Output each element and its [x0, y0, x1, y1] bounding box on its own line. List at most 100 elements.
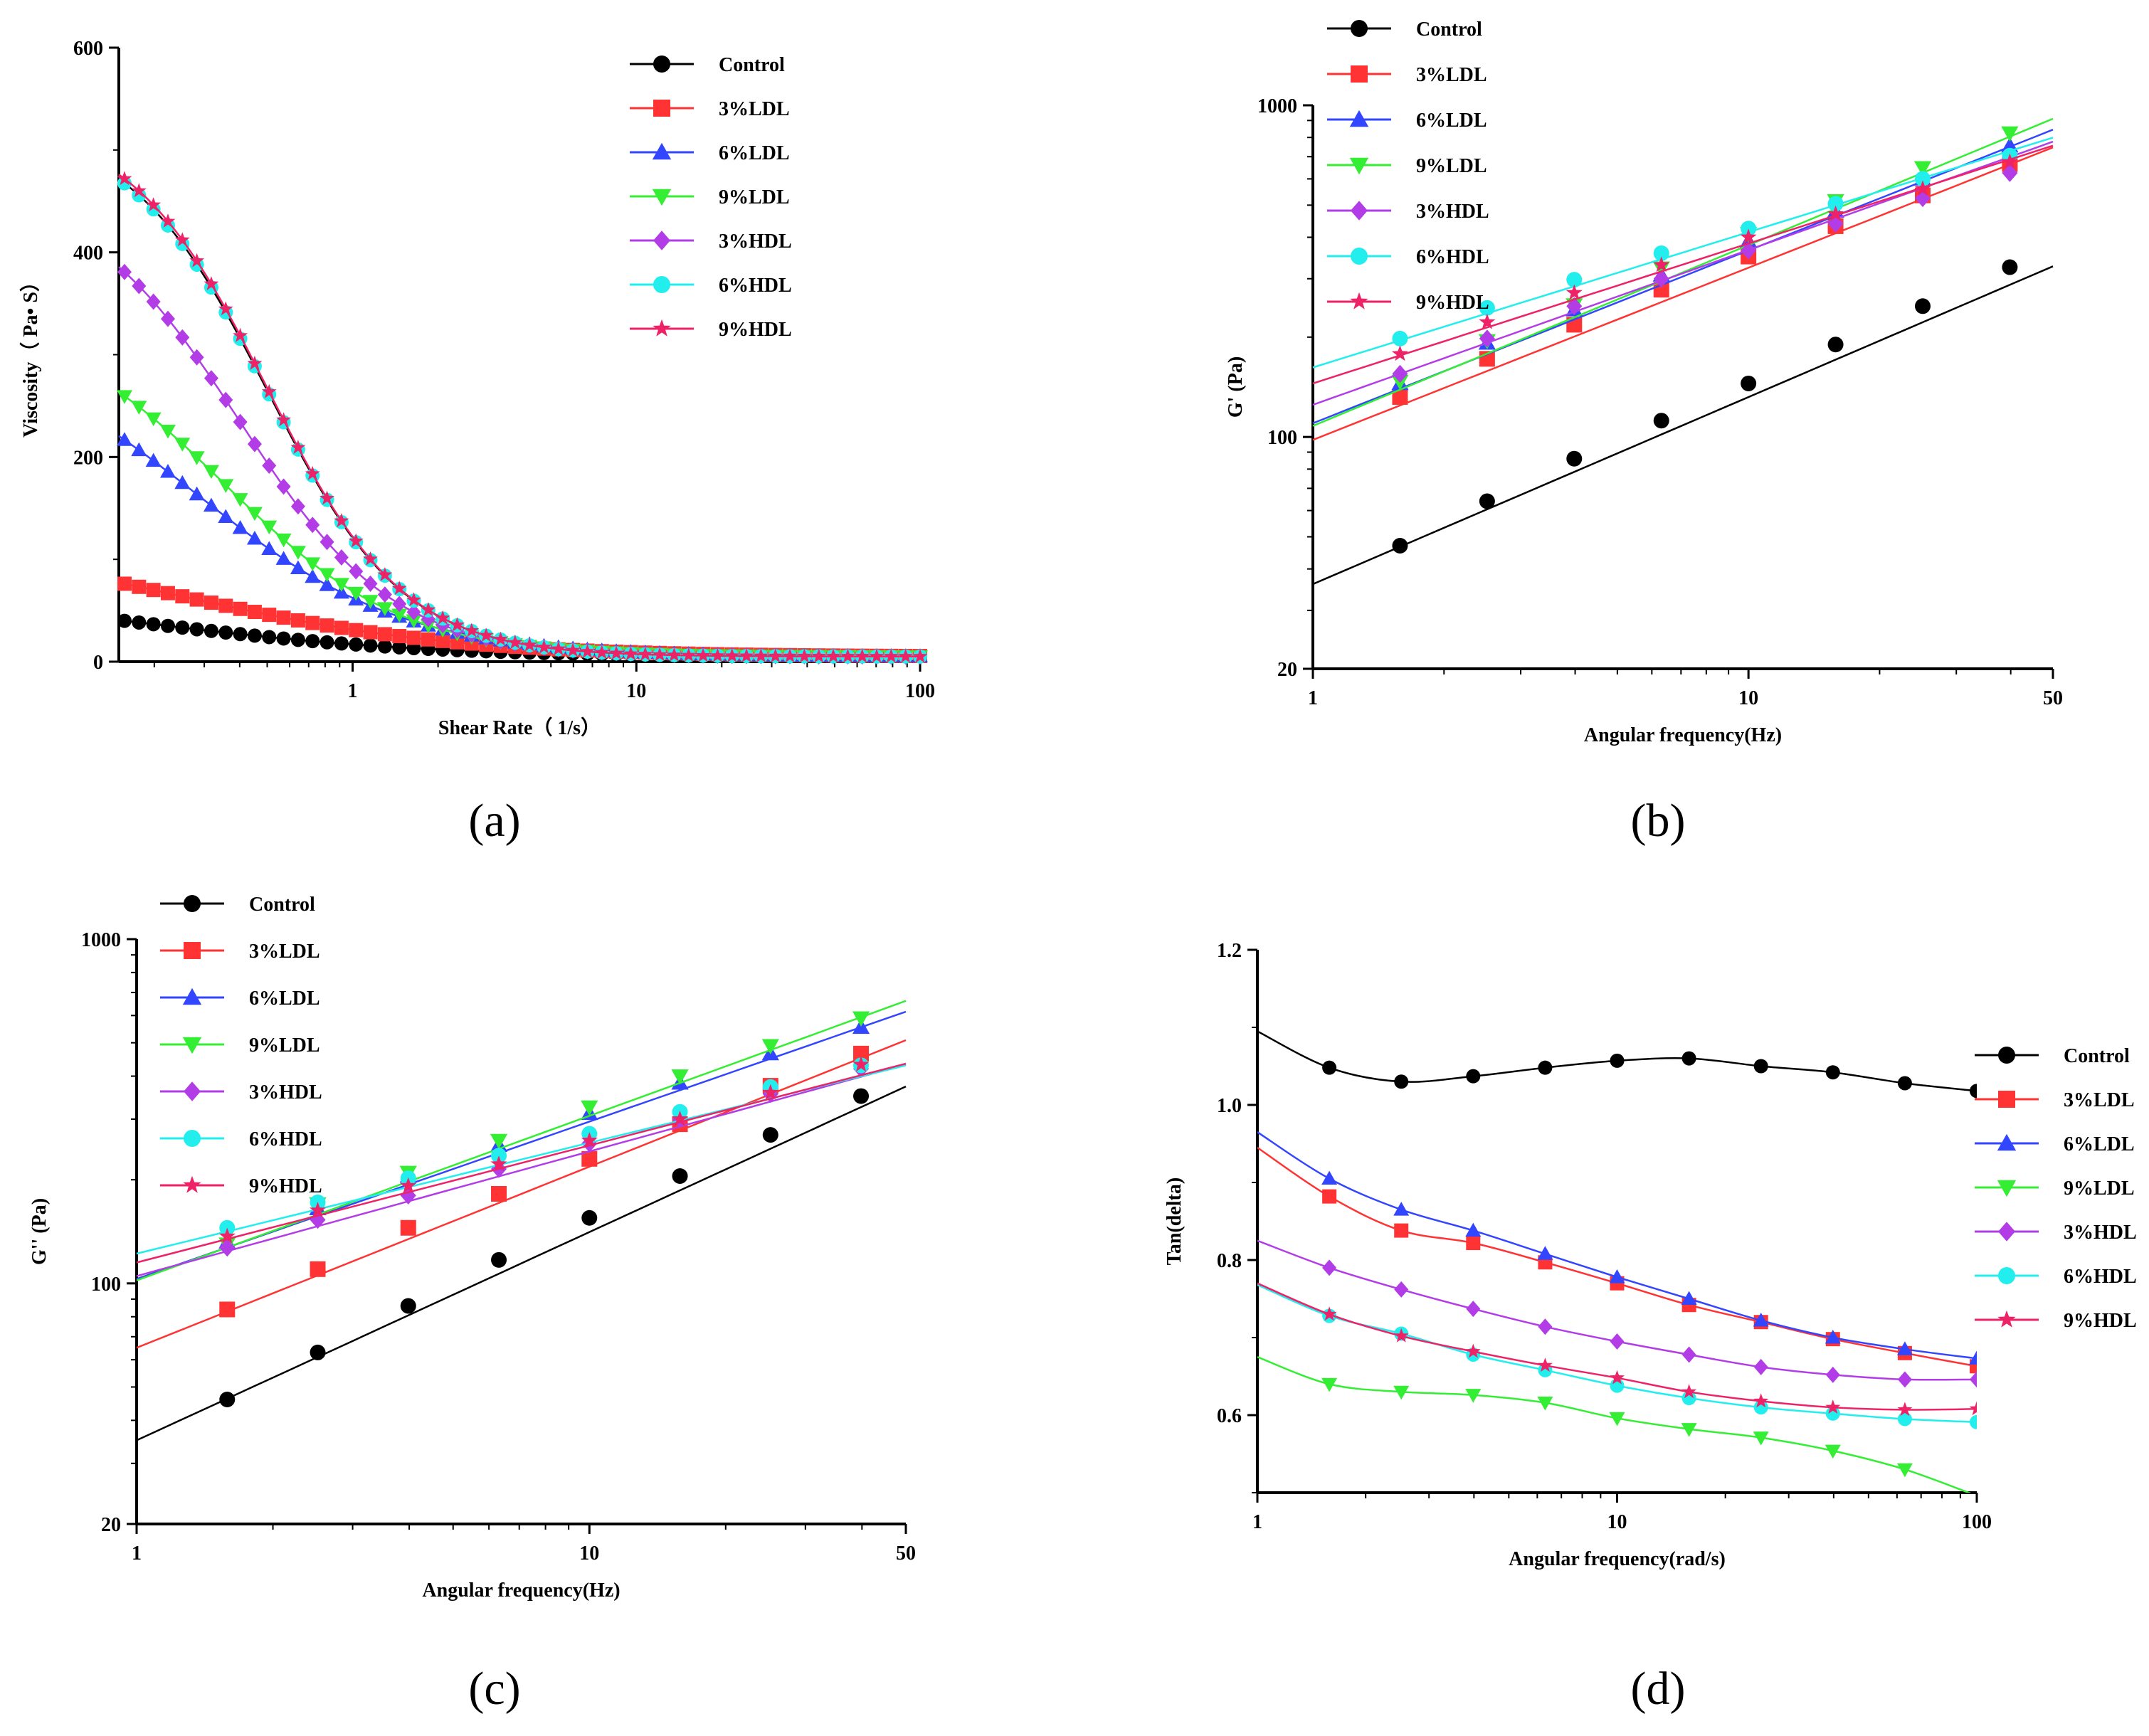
point-9pct-ldl — [261, 520, 278, 535]
point-6pct-hdl — [1681, 1391, 1696, 1406]
point-3pct-hdl — [204, 370, 218, 387]
point-3pct-ldl — [581, 1150, 598, 1167]
legend-marker-3pct-hdl — [1351, 201, 1368, 221]
point-3pct-hdl — [290, 498, 305, 515]
point-3pct-hdl — [276, 478, 291, 495]
point-control — [1897, 1076, 1912, 1091]
point-9pct-hdl — [580, 643, 595, 658]
point-9pct-hdl — [1740, 228, 1757, 245]
point-9pct-hdl — [883, 648, 899, 663]
point-3pct-hdl — [262, 457, 277, 475]
y-axis-title: G'' (Pa) — [28, 1198, 51, 1265]
series-9pct-hdl — [1312, 144, 2054, 385]
point-9pct-ldl — [1321, 1377, 1338, 1392]
legend-marker-9pct-ldl — [652, 189, 672, 206]
series-control — [1312, 259, 2054, 586]
x-tick-label: 1 — [1308, 687, 1318, 709]
point-3pct-ldl — [290, 613, 305, 628]
point-3pct-hdl — [189, 349, 204, 366]
point-9pct-hdl — [117, 171, 132, 186]
legend-marker-9pct-hdl — [1997, 1310, 2016, 1328]
point-9pct-ldl — [246, 507, 263, 522]
point-9pct-ldl — [189, 451, 205, 465]
point-control — [1753, 1059, 1768, 1074]
point-3pct-hdl — [1322, 1259, 1337, 1276]
fit-line-control — [1312, 265, 2054, 586]
point-3pct-hdl — [392, 596, 407, 613]
point-9pct-hdl — [667, 647, 682, 662]
legend-label-3pct-ldl: 3%LDL — [1416, 64, 1487, 86]
point-3pct-hdl — [1394, 1281, 1409, 1298]
point-control — [117, 613, 132, 628]
point-6pct-ldl — [159, 464, 176, 478]
point-9pct-hdl — [840, 648, 855, 663]
point-6pct-ldl — [116, 432, 132, 446]
point-9pct-hdl — [638, 646, 653, 661]
point-6pct-hdl — [1915, 171, 1931, 187]
point-3pct-hdl — [233, 413, 248, 430]
point-9pct-hdl — [695, 647, 711, 662]
point-control — [189, 622, 204, 637]
point-9pct-hdl — [1653, 256, 1670, 272]
point-9pct-ldl — [275, 533, 292, 548]
legend-label-3pct-ldl: 3%LDL — [249, 941, 320, 963]
point-9pct-hdl — [146, 197, 162, 212]
x-tick-label: 100 — [905, 680, 935, 702]
point-9pct-hdl — [450, 617, 465, 632]
point-control — [1825, 1065, 1840, 1080]
point-3pct-hdl — [406, 603, 421, 620]
point-control — [1466, 1069, 1481, 1084]
point-6pct-ldl — [1825, 1330, 1841, 1344]
point-3pct-ldl — [233, 601, 248, 616]
point-3pct-ldl — [400, 1219, 416, 1236]
series-3pct-hdl — [1257, 1239, 1977, 1388]
y-tick-label: 1.0 — [1217, 1095, 1242, 1117]
point-9pct-ldl — [852, 1011, 870, 1027]
legend-label-3pct-hdl: 3%HDL — [1416, 201, 1489, 223]
fit-line-9pct-ldl — [136, 1000, 907, 1281]
point-3pct-hdl — [1825, 1366, 1840, 1383]
point-9pct-hdl — [1321, 1306, 1337, 1321]
point-9pct-ldl — [116, 390, 132, 404]
point-control — [247, 628, 262, 643]
point-6pct-ldl — [189, 486, 205, 501]
point-3pct-ldl — [146, 583, 161, 598]
point-3pct-ldl — [450, 635, 465, 650]
point-9pct-hdl — [1479, 313, 1496, 329]
point-6pct-hdl — [1653, 245, 1669, 261]
legend-marker-3pct-ldl — [184, 942, 201, 959]
legend-label-9pct-ldl: 9%LDL — [1416, 155, 1487, 177]
point-9pct-ldl — [203, 465, 219, 480]
panel-label: (d) — [1631, 1663, 1686, 1715]
point-3pct-hdl — [305, 517, 320, 534]
point-3pct-hdl — [146, 293, 161, 310]
point-control — [132, 615, 147, 630]
legend-label-6pct-hdl: 6%HDL — [1416, 246, 1489, 268]
point-control — [392, 640, 407, 655]
x-tick-label: 10 — [579, 1542, 599, 1565]
point-control — [305, 634, 320, 649]
point-6pct-hdl — [160, 218, 175, 233]
point-9pct-hdl — [1465, 1343, 1481, 1358]
legend-label-6pct-hdl: 6%HDL — [249, 1128, 322, 1150]
point-3pct-ldl — [1970, 1359, 1977, 1374]
y-tick-label: 100 — [1267, 427, 1297, 449]
legend-label-6pct-hdl: 6%HDL — [719, 275, 792, 297]
legend-label-9pct-hdl: 9%HDL — [719, 319, 792, 341]
point-9pct-hdl — [852, 1056, 870, 1072]
legend-marker-6pct-hdl — [184, 1130, 201, 1147]
legend-marker-control — [1351, 20, 1368, 37]
point-9pct-hdl — [672, 1110, 688, 1126]
legend: Control 3%LDL 6%LDL 9%LDL 3%HDL 6%HDL 9%HDL — [1327, 18, 1489, 314]
point-3pct-hdl — [1653, 270, 1669, 288]
point-9pct-hdl — [464, 623, 480, 637]
point-3pct-ldl — [117, 576, 132, 591]
legend-label-control: Control — [1416, 18, 1482, 41]
x-axis-title: Angular frequency(Hz) — [422, 1579, 620, 1602]
legend-marker-6pct-hdl — [653, 276, 670, 293]
point-3pct-ldl — [853, 1045, 870, 1062]
point-3pct-ldl — [392, 629, 407, 644]
point-control — [1610, 1053, 1625, 1068]
x-tick-label: 1 — [348, 680, 358, 702]
point-9pct-hdl — [310, 1202, 326, 1217]
